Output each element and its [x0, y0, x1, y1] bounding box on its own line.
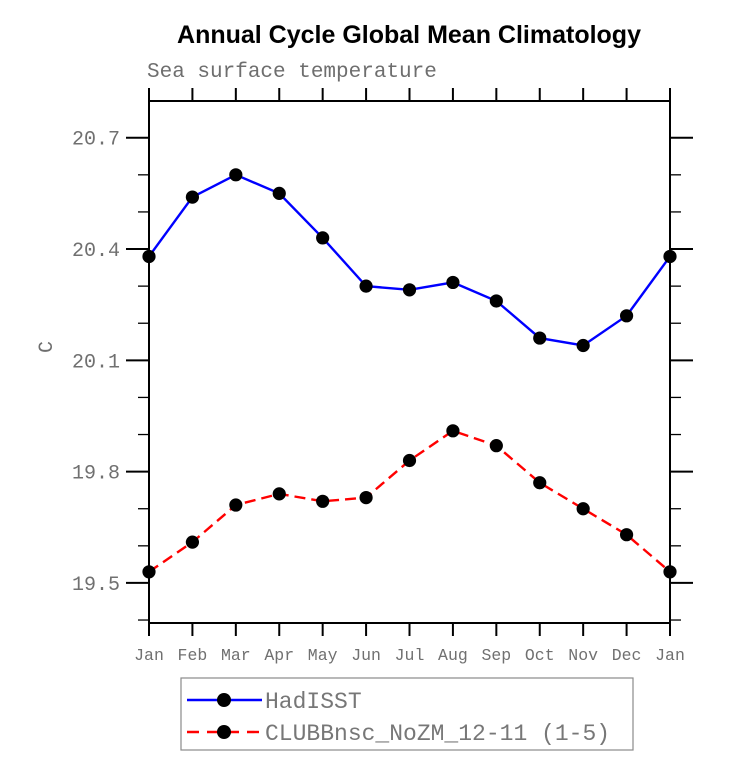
x-tick-label: Dec — [612, 646, 642, 665]
axes-group: 19.5 19.8 20.1 20.4 20.7 Jan Feb Mar Apr May Jun Ju… — [72, 88, 693, 665]
x-tick-label: Jun — [351, 646, 381, 665]
data-point-marker — [489, 439, 503, 453]
legend-label-clubb: CLUBBnsc_NoZM_12-11 (1-5) — [265, 721, 610, 747]
y-axis-title: C — [36, 341, 59, 353]
x-tick-label: Nov — [568, 646, 598, 665]
data-point-marker — [619, 309, 634, 323]
chart-subtitle: Sea surface temperature — [147, 61, 437, 84]
data-point-marker — [619, 528, 634, 542]
data-point-marker — [533, 476, 547, 490]
data-point-marker — [663, 565, 677, 579]
x-tick-label: Oct — [525, 646, 555, 665]
y-tick-label: 19.5 — [72, 574, 120, 597]
y-tick-label: 20.1 — [72, 351, 120, 374]
data-point-marker — [663, 249, 677, 264]
legend-label-hadisst: HadISST — [265, 689, 362, 715]
legend-border — [180, 677, 634, 751]
x-tick-label: Sep — [481, 646, 511, 665]
data-point-marker — [185, 190, 200, 204]
y-tick-label: 19.8 — [72, 463, 120, 486]
x-tick-label: May — [308, 646, 338, 665]
data-point-marker — [402, 283, 417, 297]
data-point-marker — [359, 491, 373, 505]
series-line-0 — [148, 173, 671, 347]
legend-marker-clubb-icon — [217, 725, 231, 739]
chart-title: Annual Cycle Global Mean Climatology — [177, 21, 641, 49]
data-point-marker — [316, 231, 330, 245]
data-point-marker — [272, 186, 286, 200]
data-point-marker — [576, 338, 590, 353]
data-point-marker — [142, 565, 156, 579]
x-tick-label: Apr — [264, 646, 294, 665]
data-point-marker — [402, 453, 417, 468]
x-tick-label: Jan — [134, 646, 164, 665]
data-point-marker — [446, 424, 460, 438]
data-point-marker — [359, 279, 373, 293]
x-tick-label: Jan — [655, 646, 685, 665]
data-point-marker — [446, 275, 460, 290]
data-point-marker — [229, 498, 243, 512]
y-tick-label: 20.7 — [72, 129, 120, 152]
series-line-1 — [148, 429, 671, 573]
data-point-marker — [185, 535, 200, 549]
x-tick-label: Mar — [221, 646, 251, 665]
legend-box: HadISST CLUBBnsc_NoZM_12-11 (1-5) — [180, 677, 634, 751]
data-point-marker — [142, 249, 156, 264]
x-tick-label: Aug — [438, 646, 468, 665]
data-point-marker — [489, 294, 503, 308]
x-tick-label: Jul — [395, 646, 425, 665]
y-tick-label: 20.4 — [72, 240, 120, 263]
data-point-marker — [272, 487, 286, 501]
data-point-marker — [229, 168, 243, 182]
x-tick-label: Feb — [178, 646, 208, 665]
data-point-marker — [316, 494, 330, 508]
series-group — [142, 168, 677, 579]
legend-marker-hadisst-icon — [217, 693, 231, 707]
data-point-marker — [533, 331, 547, 345]
plot-frame — [148, 100, 671, 624]
data-point-marker — [576, 502, 590, 516]
